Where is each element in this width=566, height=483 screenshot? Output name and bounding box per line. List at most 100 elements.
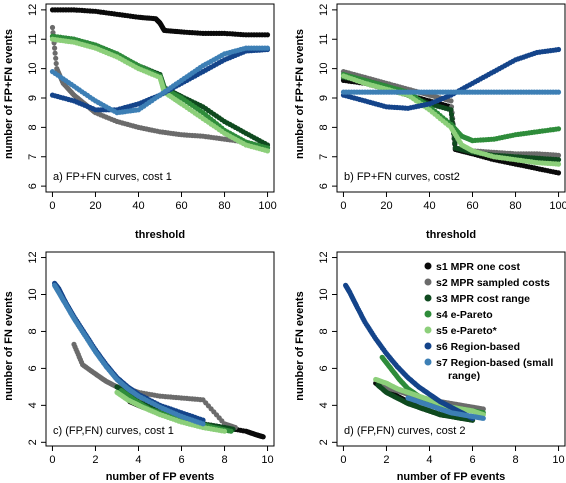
legend-marker-s1	[424, 262, 432, 270]
panel-b-ylabel: number of FP+FN events	[294, 29, 306, 159]
legend-marker-s4	[424, 310, 432, 318]
panel-d-xtick-label: 10	[552, 454, 564, 466]
panel-c-ytick-label: 12	[27, 251, 39, 263]
point-s2	[53, 55, 59, 61]
point-s7	[480, 415, 486, 421]
point-s1	[555, 170, 562, 176]
panel-a-ytick-label: 8	[27, 124, 39, 130]
panel-a-xtick-label: 100	[258, 200, 276, 212]
legend-label-s5: s5 e-Pareto*	[436, 325, 498, 337]
panel-a-xtick-label: 60	[175, 200, 187, 212]
panel-d-ytick-label: 6	[318, 365, 330, 371]
panel-c-ytick-label: 10	[27, 288, 39, 300]
legend-label-s7-cont: range)	[448, 370, 480, 382]
panel-c-xlabel: number of FP events	[106, 471, 215, 483]
legend: s1 MPR one cost s2 MPR sampled costs s3 …	[424, 261, 553, 382]
panel-c-xtick-label: 2	[92, 454, 98, 466]
point-s2	[555, 152, 562, 158]
panel-a-xtick-label: 20	[89, 200, 101, 212]
panel-c-xtick-label: 0	[49, 454, 55, 466]
point-s3	[452, 140, 458, 146]
panel-d-xtick-label: 6	[469, 454, 475, 466]
panel-c-xtick-label: 6	[178, 454, 184, 466]
panel-b: number of FP+FN events threshold 0 20 40 60…	[294, 3, 566, 241]
panel-a-ytick-label: 6	[27, 183, 39, 189]
point-s5	[555, 161, 562, 167]
panel-b-xtick-label: 80	[509, 200, 521, 212]
panel-d-frame	[336, 251, 566, 447]
point-s3	[449, 116, 455, 122]
panel-b-ytick-label: 9	[318, 95, 330, 101]
point-s2	[53, 60, 59, 67]
point-s1	[260, 434, 266, 440]
legend-label-s2: s2 MPR sampled costs	[436, 277, 550, 289]
point-s2	[52, 45, 58, 51]
panel-b-ytick-label: 7	[318, 154, 330, 160]
panel-c-ytick-label: 2	[27, 439, 39, 445]
panel-b-ytick-label: 10	[318, 63, 330, 75]
panel-a-xtick-label: 0	[49, 200, 55, 212]
point-s7	[200, 421, 206, 427]
panel-d-ytick-label: 10	[318, 288, 330, 300]
legend-marker-s7	[424, 358, 432, 366]
panel-d-xtick-label: 2	[383, 454, 389, 466]
point-s7	[264, 45, 271, 51]
legend-marker-s5	[424, 326, 432, 334]
legend-marker-s3	[424, 294, 432, 302]
panel-d-ylabel: number of FN events	[294, 291, 306, 400]
panel-a-ytick-label: 10	[27, 63, 39, 75]
point-s2	[49, 24, 56, 31]
panel-d-ytick-label: 12	[318, 251, 330, 263]
panel-c: number of FN events number of FP events …	[3, 251, 275, 483]
panel-d-ytick-label: 8	[318, 328, 330, 334]
point-s2	[448, 98, 454, 104]
panel-b-ytick-label: 6	[318, 183, 330, 189]
panel-d-ytick-label: 4	[318, 402, 330, 408]
panel-d: number of FN events number of FP events …	[294, 251, 566, 483]
panel-b-xlabel: threshold	[426, 229, 476, 241]
panel-a-xtick-label: 40	[132, 200, 144, 212]
panel-a-note: a) FP+FN curves, cost 1	[53, 171, 172, 183]
panel-c-ytick-label: 4	[27, 402, 39, 408]
panel-b-xtick-label: 100	[549, 200, 566, 212]
panel-a-ytick-label: 7	[27, 154, 39, 160]
panel-a-xtick-label: 80	[218, 200, 230, 212]
panel-a-ytick-label: 9	[27, 95, 39, 101]
panel-c-frame	[45, 251, 275, 447]
point-s3	[448, 111, 455, 118]
panel-a-xlabel: threshold	[135, 229, 185, 241]
panel-c-xtick-label: 4	[135, 454, 141, 466]
panel-b-xtick-label: 20	[380, 200, 392, 212]
panel-c-points	[52, 280, 266, 440]
legend-label-s4: s4 e-Pareto	[436, 309, 493, 321]
panel-b-points	[340, 46, 562, 176]
panel-a-points	[49, 7, 271, 154]
point-s5	[221, 428, 228, 434]
panel-a-ytick-label: 12	[27, 4, 39, 16]
panel-b-xtick-label: 0	[340, 200, 346, 212]
panel-c-ylabel: number of FN events	[3, 291, 15, 400]
panel-d-xtick-label: 8	[512, 454, 518, 466]
legend-marker-s2	[424, 278, 432, 286]
point-s2	[52, 50, 58, 56]
point-s4	[555, 126, 562, 132]
point-s5	[264, 148, 271, 154]
point-s3	[555, 157, 562, 163]
panel-b-xtick-label: 40	[423, 200, 435, 212]
panel-c-xtick-label: 10	[261, 454, 273, 466]
legend-label-s1: s1 MPR one cost	[436, 261, 521, 273]
panel-b-ytick-label: 11	[318, 34, 330, 45]
panel-b-xtick-label: 60	[466, 200, 478, 212]
panel-a-ylabel: number of FP+FN events	[3, 29, 15, 159]
panel-d-xtick-label: 0	[340, 454, 346, 466]
point-s4	[228, 428, 234, 434]
legend-label-s3: s3 MPR cost range	[436, 293, 530, 305]
panel-c-ytick-label: 8	[27, 328, 39, 334]
panel-d-note: d) (FP,FN) curves, cost 2	[344, 425, 465, 437]
panel-a: number of FP+FN events threshold 0 20 40 60…	[3, 3, 277, 241]
panel-a-ytick-label: 11	[27, 34, 39, 45]
point-s6	[555, 46, 562, 53]
legend-marker-s6	[424, 342, 432, 350]
panel-d-xtick-label: 4	[426, 454, 432, 466]
